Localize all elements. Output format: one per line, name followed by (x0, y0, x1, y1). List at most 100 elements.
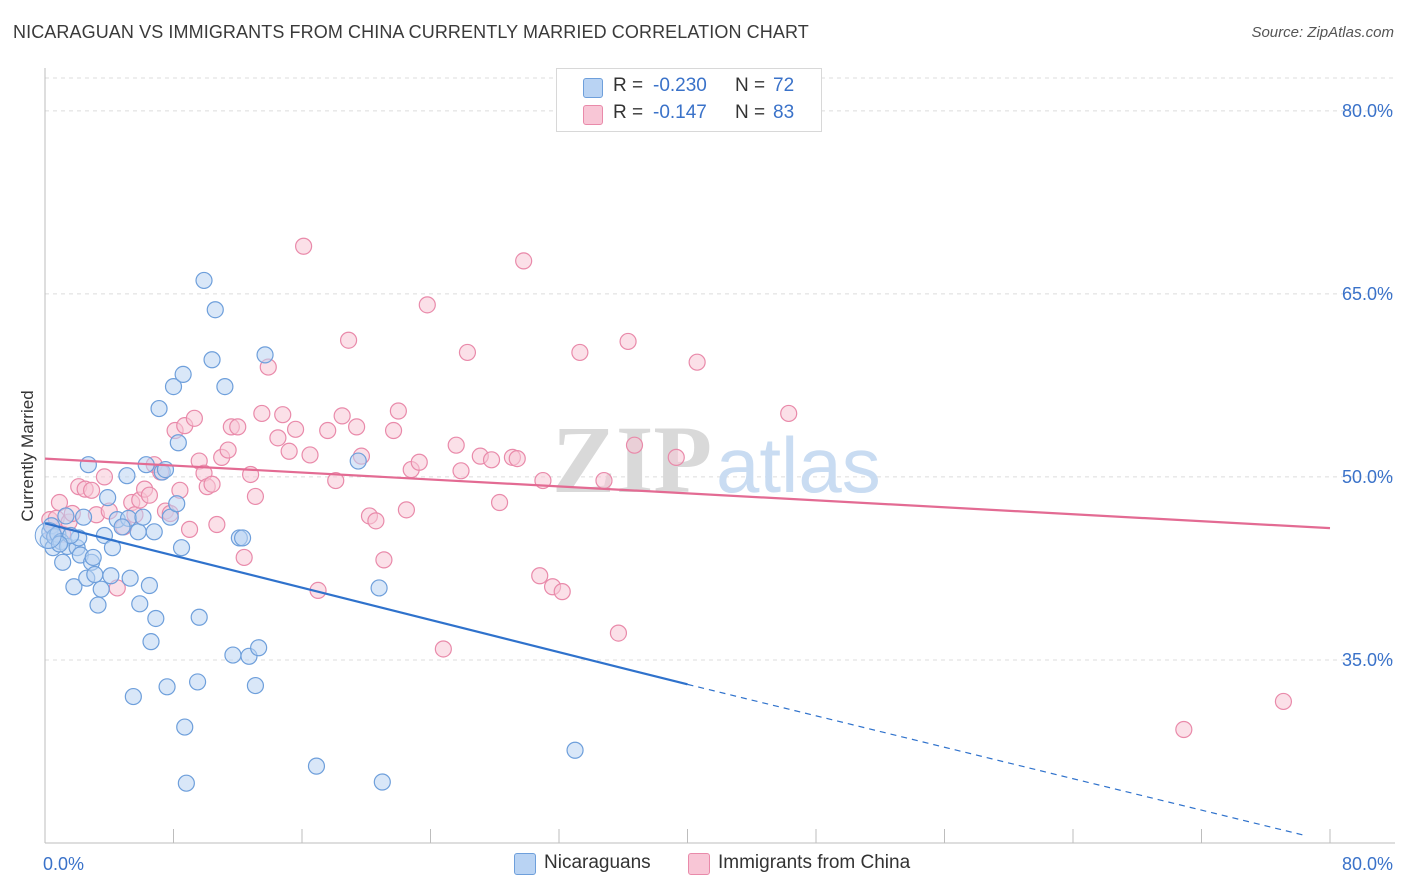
data-point-china (140, 486, 159, 504)
data-point-nicaraguan (65, 578, 83, 596)
data-point-nicaraguan (370, 579, 388, 597)
axes (44, 68, 1395, 844)
data-point-china (508, 450, 526, 468)
data-point-china (389, 402, 407, 420)
data-point-china (482, 451, 501, 469)
data-point-china (185, 409, 203, 427)
data-point-nicaraguan (164, 378, 183, 396)
data-point-nicaraguan (168, 495, 186, 513)
data-point-nicaraguan (195, 271, 213, 290)
data-point-china (619, 332, 637, 351)
data-point-nicaraguan (349, 452, 367, 470)
data-point-china (246, 487, 265, 506)
data-point-nicaraguan (129, 523, 147, 541)
data-point-china (235, 548, 253, 567)
y-tick-label: 65.0% (1342, 284, 1393, 304)
data-point-nicaraguan (147, 609, 165, 628)
data-point-china (219, 441, 237, 459)
data-point-china (1175, 720, 1193, 739)
gridlines (45, 77, 1395, 661)
legend-swatch-pink (583, 105, 603, 125)
data-point-nicaraguan (256, 346, 274, 364)
source-credit: Source: ZipAtlas.com (1251, 24, 1394, 41)
data-point-china (418, 296, 436, 314)
data-point-nicaraguan (34, 521, 62, 549)
data-point-china (667, 448, 685, 466)
data-point-nicaraguan (145, 523, 163, 541)
data-point-china (301, 446, 319, 464)
y-tick-label: 35.0% (1342, 650, 1393, 670)
data-point-china (780, 404, 798, 423)
data-point-china (229, 418, 247, 436)
legend-n-value: 83 (773, 102, 795, 123)
data-point-nicaraguan (142, 633, 160, 651)
trendline-nicaraguans-extension (687, 683, 1307, 837)
data-point-nicaraguan (57, 507, 75, 525)
data-point-china (286, 420, 305, 438)
legend-r-value: -0.147 (653, 102, 707, 123)
data-point-nicaraguan (150, 399, 168, 418)
watermark-atlas: atlas (716, 421, 881, 509)
data-point-china (95, 468, 114, 486)
legend-r-value: -0.230 (653, 75, 707, 96)
data-point-china (253, 404, 271, 423)
data-point-china (531, 567, 549, 585)
data-point-nicaraguan (131, 595, 149, 613)
trendlines (44, 457, 1331, 837)
data-point-china (452, 462, 470, 480)
data-point-china (384, 421, 403, 440)
data-point-nicaraguan (50, 535, 69, 553)
data-point-china (515, 252, 533, 270)
data-point-nicaraguan (140, 576, 159, 595)
data-point-china (280, 442, 298, 460)
data-point-china (458, 343, 477, 362)
data-point-china (82, 481, 101, 499)
data-point-nicaraguan (99, 489, 117, 507)
data-point-china (571, 343, 589, 362)
data-point-nicaraguan (233, 529, 252, 547)
data-point-china (208, 515, 226, 534)
tick-labels: 35.0% 50.0% 65.0% 80.0% 0.0% 80.0% Currently M… (18, 101, 1393, 874)
data-point-china (375, 551, 393, 569)
data-point-nicaraguan (174, 365, 192, 383)
data-point-china (339, 331, 358, 349)
y-axis-label: Currently Married (18, 390, 37, 521)
data-point-nicaraguan (176, 718, 194, 736)
data-point-nicaraguan (177, 774, 195, 792)
data-point-china (609, 624, 628, 642)
bottom-legend-swatch-pink (688, 853, 710, 875)
data-point-nicaraguan (102, 567, 120, 585)
correlation-legend: R = -0.230 N = 72 R = -0.147 N = 83 (556, 68, 822, 132)
data-point-nicaraguan (158, 678, 176, 696)
y-tick-label: 50.0% (1342, 467, 1393, 487)
bottom-legend-label: Immigrants from China (718, 852, 911, 873)
watermark-zip: ZIP (552, 406, 712, 513)
data-point-china (269, 429, 287, 447)
data-point-china (295, 237, 313, 255)
data-point-china (553, 583, 571, 601)
trendline-nicaraguans (44, 522, 688, 686)
data-point-nicaraguan (124, 687, 142, 706)
legend-n-value: 72 (773, 75, 795, 96)
x-tick-label-min: 0.0% (43, 854, 84, 874)
legend-n-label: N = (735, 102, 766, 123)
data-point-china (367, 512, 385, 530)
data-point-nicaraguan (86, 565, 104, 584)
data-point-china (397, 501, 416, 519)
data-point-nicaraguan (84, 548, 102, 567)
bottom-legend-swatch-blue (514, 853, 536, 875)
data-point-nicaraguan (373, 773, 391, 791)
bottom-legend-label: Nicaraguans (544, 852, 651, 873)
data-point-nicaraguan (54, 553, 72, 571)
data-point-china (688, 353, 706, 371)
data-point-china (1274, 692, 1293, 711)
data-point-nicaraguan (172, 539, 191, 557)
series-nicaraguans (34, 271, 584, 792)
data-point-nicaraguan (246, 676, 265, 695)
legend-n-label: N = (735, 75, 766, 96)
data-point-china (447, 436, 465, 454)
chart-title: NICARAGUAN VS IMMIGRANTS FROM CHINA CURR… (13, 22, 809, 42)
trendline-china (44, 457, 1331, 530)
data-point-nicaraguan (190, 608, 208, 626)
